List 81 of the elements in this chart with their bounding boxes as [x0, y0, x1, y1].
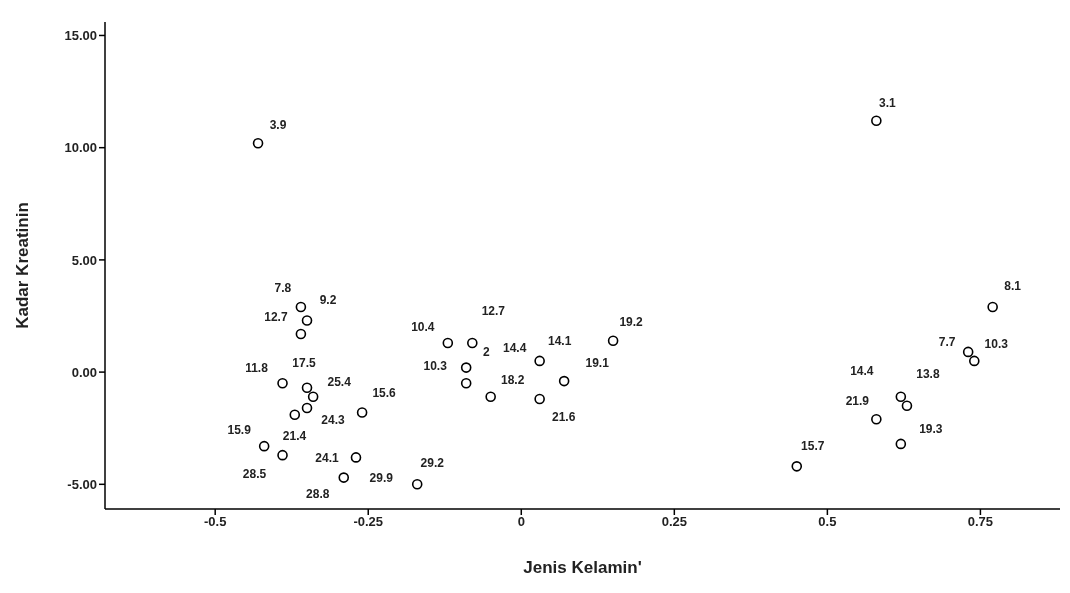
annotation: 28.5 [242, 467, 267, 482]
annotation: 10.4 [411, 319, 435, 334]
point [962, 346, 974, 358]
annotation: 25.4 [327, 374, 352, 389]
annotation: 15.9 [227, 423, 252, 438]
point [252, 137, 264, 149]
annotation: 2 [482, 344, 490, 359]
x-tick-label: 0.75 [967, 514, 994, 530]
point [301, 402, 313, 414]
point [534, 355, 545, 367]
point [534, 393, 545, 405]
point [338, 472, 350, 483]
x-axis-title: Jenis Kelamin' [523, 558, 642, 577]
point [356, 407, 368, 418]
annotation: 14.4 [850, 363, 874, 378]
point [467, 337, 478, 349]
point [485, 391, 496, 403]
annotation: 29.2 [420, 456, 445, 471]
annotation: 10.3 [423, 358, 448, 373]
annotation: 18.2 [500, 372, 525, 387]
point [442, 337, 454, 349]
point [901, 400, 913, 412]
annotation: 7.7 [938, 334, 956, 349]
annotation: 12.7 [481, 303, 506, 318]
x-tick-label: 0.5 [818, 514, 837, 530]
annotation: 13.8 [916, 366, 940, 381]
annotation: 9.2 [319, 293, 337, 308]
x-tick-label: -0.25 [353, 514, 384, 530]
point [301, 382, 313, 394]
point [871, 115, 882, 127]
y-tick-label: 0.00 [71, 364, 97, 380]
annotation: 14.4 [502, 340, 527, 355]
annotation: 21.6 [551, 410, 576, 425]
point [277, 378, 288, 389]
y-tick-label: 15.00 [64, 28, 97, 44]
annotation: 11.8 [245, 361, 269, 376]
point [558, 375, 570, 387]
point [301, 315, 313, 326]
annotation: 15.7 [801, 439, 825, 454]
annotation: 3.1 [879, 95, 897, 110]
y-tick-label: 5.00 [71, 252, 97, 268]
annotation: 7.8 [274, 281, 292, 296]
x-tick-label: -0.5 [203, 514, 227, 530]
annotation: 24.1 [315, 451, 339, 466]
y-axis-title: Kadar Kreatinin [13, 202, 33, 329]
x-tick-label: 0 [517, 514, 525, 530]
annotation: 19.2 [619, 314, 644, 329]
point [258, 440, 270, 452]
point [895, 391, 907, 403]
annotation: 10.3 [984, 336, 1009, 351]
point [289, 409, 301, 421]
annotation: 12.7 [264, 309, 288, 324]
point [460, 362, 472, 373]
point [350, 452, 362, 463]
point [460, 378, 472, 389]
point [607, 335, 619, 346]
annotation: 19.3 [919, 421, 943, 436]
x-tick-label: 0.25 [661, 514, 687, 530]
annotation: 15.6 [372, 386, 397, 401]
annotation: 8.1 [1004, 279, 1022, 294]
annotation: 17.5 [292, 355, 317, 370]
annotation: 24.3 [321, 413, 346, 428]
annotation: 14.1 [547, 333, 572, 348]
annotation: 28.8 [306, 486, 330, 501]
annotation: 29.9 [369, 471, 394, 486]
annotation: 21.9 [845, 394, 870, 409]
y-tick-label: -5.00 [67, 476, 97, 492]
annotation: 19.1 [585, 356, 610, 371]
point [307, 391, 319, 403]
point [791, 461, 803, 472]
point [969, 355, 980, 367]
annotation: 21.4 [282, 429, 307, 444]
point [277, 449, 288, 461]
point [987, 301, 998, 313]
point [295, 301, 307, 313]
point [895, 438, 907, 450]
point [871, 413, 882, 425]
y-tick-label: 10.00 [64, 140, 97, 156]
point [295, 328, 307, 340]
point [411, 479, 423, 490]
annotation: 3.9 [269, 118, 287, 133]
